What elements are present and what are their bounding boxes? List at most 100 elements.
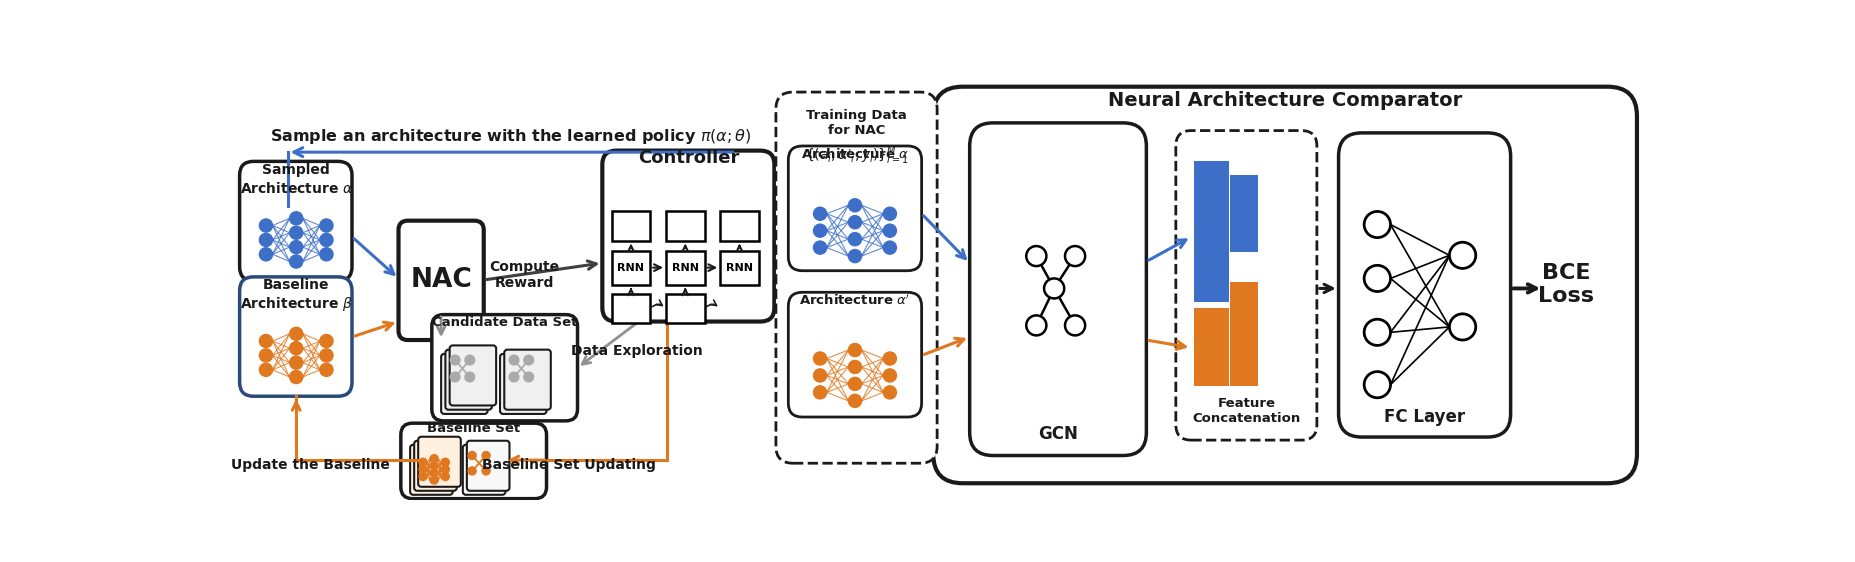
Circle shape bbox=[814, 224, 827, 237]
Circle shape bbox=[1449, 314, 1477, 340]
Circle shape bbox=[319, 219, 334, 232]
Circle shape bbox=[289, 327, 302, 341]
Circle shape bbox=[260, 334, 273, 347]
Circle shape bbox=[848, 343, 861, 356]
Bar bbox=[666, 251, 705, 284]
Circle shape bbox=[319, 363, 334, 377]
FancyBboxPatch shape bbox=[505, 350, 551, 410]
Circle shape bbox=[814, 352, 827, 365]
Text: Architecture $\alpha'$: Architecture $\alpha'$ bbox=[800, 293, 911, 307]
Circle shape bbox=[883, 224, 896, 237]
Circle shape bbox=[1026, 246, 1046, 266]
Circle shape bbox=[848, 360, 861, 374]
Circle shape bbox=[289, 255, 302, 268]
Circle shape bbox=[1363, 211, 1391, 238]
FancyBboxPatch shape bbox=[501, 354, 547, 414]
Circle shape bbox=[289, 241, 302, 253]
FancyBboxPatch shape bbox=[414, 441, 456, 491]
Circle shape bbox=[848, 395, 861, 407]
Circle shape bbox=[260, 363, 273, 377]
FancyBboxPatch shape bbox=[464, 445, 505, 495]
Bar bbox=[1195, 307, 1228, 386]
Text: Neural Architecture Comparator: Neural Architecture Comparator bbox=[1107, 91, 1462, 110]
Bar bbox=[1195, 161, 1228, 302]
FancyBboxPatch shape bbox=[467, 441, 510, 491]
Text: Architecture $\beta$: Architecture $\beta$ bbox=[239, 296, 352, 314]
Circle shape bbox=[883, 386, 896, 399]
FancyBboxPatch shape bbox=[775, 92, 937, 463]
Circle shape bbox=[1044, 278, 1065, 298]
FancyBboxPatch shape bbox=[239, 161, 352, 281]
FancyBboxPatch shape bbox=[445, 350, 492, 410]
Bar bbox=[666, 211, 705, 241]
Circle shape bbox=[814, 207, 827, 220]
Text: $\{(a_i, \alpha'_i, y_i)\}_{i=1}^M$: $\{(a_i, \alpha'_i, y_i)\}_{i=1}^M$ bbox=[805, 144, 909, 166]
Circle shape bbox=[466, 372, 475, 382]
Circle shape bbox=[508, 372, 519, 382]
Text: Architecture $\alpha$: Architecture $\alpha$ bbox=[801, 147, 909, 161]
Circle shape bbox=[289, 370, 302, 383]
Circle shape bbox=[1026, 315, 1046, 336]
Circle shape bbox=[260, 248, 273, 261]
FancyBboxPatch shape bbox=[239, 277, 352, 396]
FancyBboxPatch shape bbox=[1176, 130, 1317, 440]
Text: Baseline: Baseline bbox=[263, 278, 330, 292]
Circle shape bbox=[451, 355, 460, 365]
Circle shape bbox=[467, 451, 477, 460]
Circle shape bbox=[289, 342, 302, 355]
Circle shape bbox=[289, 212, 302, 225]
Bar bbox=[720, 251, 759, 284]
Text: Controller: Controller bbox=[638, 149, 738, 167]
Circle shape bbox=[1363, 371, 1391, 398]
Circle shape bbox=[1065, 315, 1085, 336]
Circle shape bbox=[451, 372, 460, 382]
Circle shape bbox=[289, 226, 302, 239]
Circle shape bbox=[441, 458, 449, 466]
Circle shape bbox=[482, 451, 490, 460]
Circle shape bbox=[1065, 246, 1085, 266]
Text: Candidate Data Set: Candidate Data Set bbox=[432, 316, 577, 329]
Circle shape bbox=[1363, 319, 1391, 346]
Circle shape bbox=[883, 369, 896, 382]
FancyBboxPatch shape bbox=[401, 423, 547, 498]
Bar bbox=[1230, 175, 1258, 252]
Circle shape bbox=[883, 352, 896, 365]
Circle shape bbox=[523, 355, 534, 365]
Circle shape bbox=[848, 250, 861, 262]
FancyBboxPatch shape bbox=[410, 445, 453, 495]
Text: GCN: GCN bbox=[1039, 424, 1078, 443]
Circle shape bbox=[319, 349, 334, 362]
Text: FC Layer: FC Layer bbox=[1384, 407, 1465, 425]
Bar bbox=[612, 251, 651, 284]
Circle shape bbox=[319, 233, 334, 247]
Bar bbox=[666, 294, 705, 323]
Circle shape bbox=[814, 369, 827, 382]
Circle shape bbox=[430, 455, 438, 463]
Text: Sample an architecture with the learned policy $\pi(\alpha;\theta)$: Sample an architecture with the learned … bbox=[271, 127, 751, 146]
Circle shape bbox=[319, 248, 334, 261]
Circle shape bbox=[441, 465, 449, 473]
Text: Baseline Set: Baseline Set bbox=[427, 423, 519, 436]
Circle shape bbox=[260, 233, 273, 247]
Text: RNN: RNN bbox=[672, 262, 699, 273]
Circle shape bbox=[419, 465, 427, 473]
Bar bbox=[612, 294, 651, 323]
Text: Baseline Set Updating: Baseline Set Updating bbox=[482, 459, 657, 473]
Bar bbox=[1230, 282, 1258, 386]
Circle shape bbox=[848, 233, 861, 246]
Circle shape bbox=[441, 473, 449, 481]
FancyBboxPatch shape bbox=[441, 354, 488, 414]
Circle shape bbox=[319, 334, 334, 347]
FancyBboxPatch shape bbox=[1339, 133, 1510, 437]
FancyBboxPatch shape bbox=[788, 292, 922, 417]
Circle shape bbox=[814, 386, 827, 399]
FancyBboxPatch shape bbox=[933, 87, 1636, 483]
Text: RNN: RNN bbox=[618, 262, 644, 273]
Circle shape bbox=[883, 241, 896, 254]
Circle shape bbox=[848, 216, 861, 229]
Circle shape bbox=[523, 372, 534, 382]
Circle shape bbox=[466, 355, 475, 365]
Text: RNN: RNN bbox=[725, 262, 753, 273]
FancyBboxPatch shape bbox=[417, 437, 460, 487]
Circle shape bbox=[419, 473, 427, 481]
